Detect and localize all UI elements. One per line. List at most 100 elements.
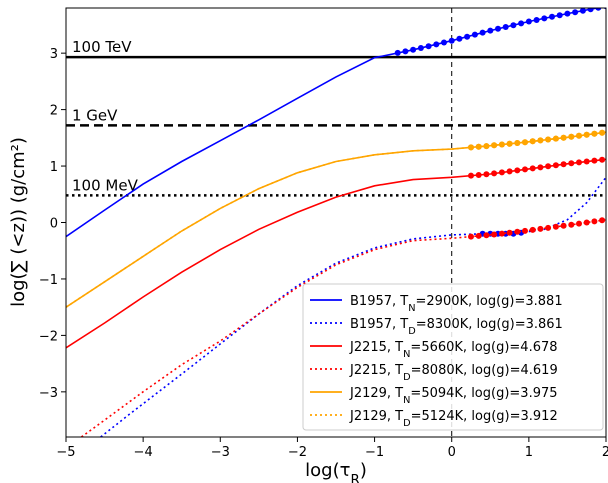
marker-point xyxy=(587,8,594,13)
series-markers-0 xyxy=(394,8,606,56)
x-tick-label: 2 xyxy=(602,445,608,460)
marker-point xyxy=(568,221,575,228)
marker-point xyxy=(599,156,606,163)
marker-point xyxy=(475,143,482,150)
marker-point xyxy=(433,41,440,48)
marker-point xyxy=(525,18,532,25)
marker-point xyxy=(506,229,513,236)
legend-label-4: J2129, TN=5094K, log(g)=3.975 xyxy=(349,386,558,406)
marker-point xyxy=(506,168,513,175)
x-tick-label: −1 xyxy=(365,445,384,460)
marker-point xyxy=(591,130,598,137)
marker-point xyxy=(572,9,579,16)
marker-point xyxy=(576,159,582,166)
legend-label-1: B1957, TD=8300K, log(g)=3.861 xyxy=(350,317,563,337)
marker-point xyxy=(410,46,417,53)
marker-point xyxy=(579,8,586,14)
series-line-0 xyxy=(66,8,602,238)
marker-point xyxy=(583,131,590,138)
marker-point xyxy=(468,172,474,179)
marker-point xyxy=(510,22,517,29)
y-tick-label: 1 xyxy=(50,160,58,175)
marker-point xyxy=(514,167,521,174)
marker-point xyxy=(583,158,590,165)
series-line-4 xyxy=(66,131,606,308)
marker-point xyxy=(468,144,474,151)
marker-point xyxy=(591,157,598,164)
y-tick-label: 2 xyxy=(50,104,58,119)
marker-point xyxy=(468,233,474,240)
marker-point xyxy=(514,140,521,146)
marker-point xyxy=(491,170,498,177)
legend-label-5: J2129, TD=5124K, log(g)=3.912 xyxy=(349,409,558,429)
marker-point xyxy=(529,138,536,145)
marker-point xyxy=(498,141,505,148)
marker-point xyxy=(483,171,490,178)
marker-point xyxy=(599,217,606,224)
marker-point xyxy=(464,33,471,40)
marker-point xyxy=(591,218,598,225)
y-tick-label: −1 xyxy=(39,273,58,288)
x-tick-label: −2 xyxy=(288,445,307,460)
y-tick-label: 3 xyxy=(50,47,58,62)
marker-point xyxy=(483,143,490,150)
marker-point xyxy=(556,12,563,19)
y-axis-label: log(∑ (<z)) (g/cm²) xyxy=(8,137,29,307)
x-tick-label: 0 xyxy=(448,445,456,460)
marker-point xyxy=(491,142,498,149)
marker-point xyxy=(541,15,548,22)
legend-label-0: B1957, TN=2900K, log(g)=3.881 xyxy=(350,294,563,314)
marker-point xyxy=(552,135,559,142)
marker-point xyxy=(394,49,401,56)
marker-point xyxy=(529,165,536,172)
marker-point xyxy=(448,37,455,44)
marker-point xyxy=(537,225,544,232)
marker-point xyxy=(576,220,582,227)
legend: B1957, TN=2900K, log(g)=3.881 B1957, TD=8… xyxy=(302,283,604,431)
marker-point xyxy=(417,45,424,51)
y-tick-label: −2 xyxy=(39,329,58,344)
marker-point xyxy=(498,230,505,237)
marker-point xyxy=(545,163,552,170)
threshold-label-2: 100 MeV xyxy=(72,176,139,194)
marker-point xyxy=(514,228,521,235)
marker-point xyxy=(522,166,528,173)
marker-point xyxy=(522,139,528,146)
marker-point xyxy=(545,224,552,231)
marker-point xyxy=(537,137,544,144)
marker-point xyxy=(583,219,590,226)
marker-point xyxy=(425,43,432,50)
marker-point xyxy=(552,162,559,169)
marker-point xyxy=(506,140,513,147)
marker-point xyxy=(552,223,559,230)
marker-point xyxy=(479,29,486,36)
series-markers-5 xyxy=(468,129,606,151)
marker-point xyxy=(560,134,567,141)
marker-point xyxy=(533,17,540,23)
marker-point xyxy=(491,231,498,238)
threshold-label-0: 100 TeV xyxy=(72,38,132,56)
marker-point xyxy=(441,39,447,46)
marker-point xyxy=(568,160,575,167)
series-line-5 xyxy=(66,131,606,308)
marker-point xyxy=(483,232,490,239)
axis-ticks: −5 −4 −3 −2 −1 0 1 2 −3 −2 −1 0 1 2 3 xyxy=(39,47,608,460)
marker-point xyxy=(471,31,478,38)
marker-point xyxy=(545,136,552,143)
x-tick-label: −3 xyxy=(211,445,230,460)
y-tick-label: −3 xyxy=(39,386,58,401)
marker-point xyxy=(599,129,606,136)
marker-point xyxy=(498,169,505,176)
x-tick-label: −5 xyxy=(56,445,75,460)
marker-point xyxy=(560,161,567,168)
marker-point xyxy=(495,25,501,32)
threshold-label-1: 1 GeV xyxy=(72,106,118,124)
marker-point xyxy=(576,132,582,139)
legend-label-2: J2215, TN=5660K, log(g)=4.678 xyxy=(349,340,558,360)
legend-box xyxy=(302,283,604,431)
series-markers-2 xyxy=(468,156,606,179)
marker-point xyxy=(549,13,555,20)
marker-point xyxy=(537,164,544,171)
marker-point xyxy=(568,133,575,140)
